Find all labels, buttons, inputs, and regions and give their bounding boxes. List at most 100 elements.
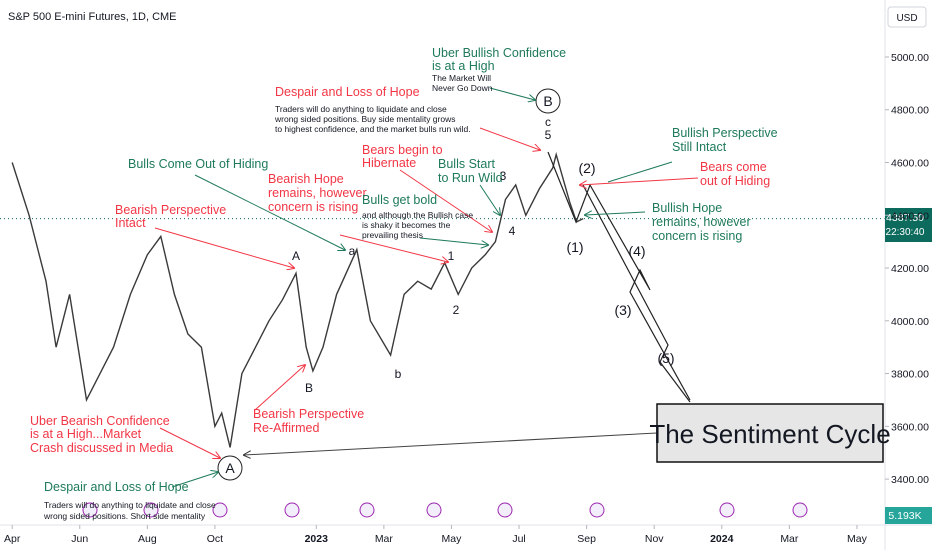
currency: USD — [896, 13, 917, 24]
note: Uber Bearish Confidence — [30, 414, 170, 428]
volume-badge — [885, 507, 932, 524]
note: Bullish Hope — [652, 201, 722, 215]
y-tick-label: 3600.00 — [891, 421, 929, 433]
projection-path — [547, 151, 691, 401]
y-tick-label: 3800.00 — [891, 369, 929, 381]
wave-label: b — [395, 367, 402, 381]
x-tick-label: Oct — [207, 533, 223, 545]
event-icons[interactable] — [82, 502, 808, 518]
note: out of Hiding — [700, 174, 770, 188]
last-price: 4387.50 — [886, 212, 924, 224]
arrow — [254, 365, 305, 411]
arrow — [194, 174, 345, 250]
sentiment-box — [656, 403, 884, 463]
note: concern is rising — [268, 200, 358, 214]
wave-label: a — [349, 244, 356, 258]
wave-label: 5 — [545, 128, 552, 142]
note: Despair and Loss of Hope — [44, 480, 189, 494]
arrow — [607, 161, 673, 183]
wave-label: 1 — [448, 249, 455, 263]
x-tick-label: Nov — [645, 533, 664, 545]
wave-label: (4) — [628, 243, 645, 259]
arrow — [585, 212, 646, 215]
y-tick-label: 4600.00 — [891, 158, 929, 170]
note: Intact — [115, 216, 146, 230]
note: Bulls get bold — [362, 193, 437, 207]
chart-title: S&P 500 E-mini Futures, 1D, CME — [8, 11, 177, 23]
wave-label: B — [543, 93, 552, 109]
note: Bulls Start — [438, 157, 495, 171]
note: Bearish Hope — [268, 172, 344, 186]
wave-label: (2) — [578, 160, 595, 176]
wave-circle — [217, 455, 243, 481]
x-tick-label: May — [847, 533, 868, 545]
x-tick-label: May — [442, 533, 463, 545]
y-tick-label: 4200.00 — [891, 263, 929, 275]
x-tick-label: Aug — [138, 533, 157, 545]
note: to highest confidence, and the market bu… — [275, 124, 471, 134]
note: is at a High — [432, 59, 495, 73]
arrow — [419, 237, 488, 245]
countdown: 22:30:40 — [886, 227, 925, 238]
note: and although the Bullish case — [362, 210, 473, 220]
note: wrong sided positions. Short side mental… — [43, 511, 206, 521]
wave-label: 4 — [509, 224, 516, 238]
x-tick-label: Jun — [71, 533, 88, 545]
arrow — [171, 472, 218, 488]
arrow — [244, 432, 658, 455]
price-line — [11, 151, 584, 448]
note: Traders will do anything to liquidate an… — [275, 104, 447, 114]
note: The Market Will — [432, 73, 491, 83]
y-tick-label: 5000.00 — [891, 52, 929, 64]
x-tick-label: Mar — [375, 533, 394, 545]
arrow — [479, 184, 500, 215]
arrow — [580, 177, 699, 185]
note: Bulls Come Out of Hiding — [128, 157, 268, 171]
y-tick-label: 3400.00 — [891, 474, 929, 486]
note: remains, however — [268, 186, 367, 200]
arrow — [339, 234, 448, 262]
x-tick-label: 2024 — [710, 533, 734, 545]
y-tick-label: 4400.00 — [891, 210, 929, 222]
note: is shaky it becomes the — [362, 220, 451, 230]
wave-label: c — [545, 115, 551, 129]
sentiment-title: The Sentiment Cycle — [649, 419, 890, 449]
arrow — [479, 127, 540, 150]
note: concern is rising — [652, 229, 742, 243]
x-tick-label: 2023 — [305, 533, 329, 545]
arrow — [489, 87, 535, 100]
wave-label: A — [292, 249, 300, 263]
note: Bears begin to — [362, 143, 443, 157]
x-tick-label: Jul — [512, 533, 525, 545]
x-tick-label: Mar — [780, 533, 799, 545]
arrow — [399, 169, 492, 232]
wave-label: (5) — [657, 350, 674, 366]
note: Uber Bullish Confidence — [432, 46, 566, 60]
note: to Run Wild — [438, 171, 503, 185]
note: Bullish Perspective — [672, 126, 778, 140]
note: Despair and Loss of Hope — [275, 85, 420, 99]
note: prevailing thesis — [362, 230, 423, 240]
wave-label: 2 — [453, 303, 460, 317]
y-tick-label: 4800.00 — [891, 105, 929, 117]
plot-area — [0, 151, 885, 448]
note: remains, however — [652, 215, 751, 229]
x-tick-label: Sep — [577, 533, 596, 545]
volume-label: 5.193K — [888, 510, 921, 522]
currency-box[interactable] — [887, 6, 927, 28]
wave-label: 3 — [500, 169, 507, 183]
note: Traders will do anything to liquidate an… — [44, 500, 216, 510]
arrow — [154, 227, 294, 268]
note: Re-Affirmed — [253, 421, 320, 435]
wave-label: (3) — [614, 302, 631, 318]
x-tick-label: Apr — [4, 533, 21, 545]
projection-path — [582, 184, 691, 403]
note: Bearish Perspective — [253, 407, 364, 421]
annotations: Uber Bullish Confidence is at a High The… — [30, 46, 891, 521]
note: Still Intact — [672, 140, 727, 154]
wave-label: (1) — [566, 239, 583, 255]
note: Bearish Perspective — [115, 203, 226, 217]
y-tick-label: 4000.00 — [891, 316, 929, 328]
wave-label: B — [305, 381, 313, 395]
